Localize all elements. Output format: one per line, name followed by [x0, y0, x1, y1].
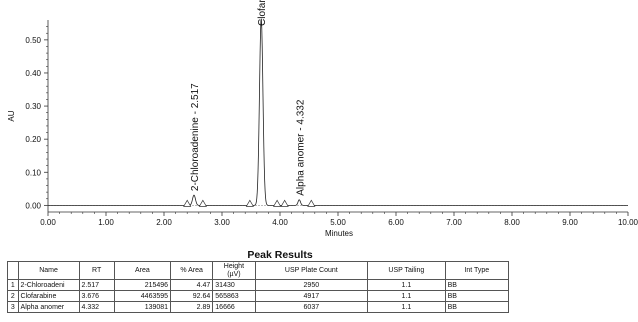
x-tick-label: 3.00	[214, 218, 230, 227]
y-tick-label: 0.50	[25, 36, 41, 45]
x-tick-label: 2.00	[156, 218, 172, 227]
y-tick-label: 0.30	[25, 102, 41, 111]
y-tick-label: 0.00	[25, 201, 41, 210]
row-rt: 2.517	[78, 279, 115, 291]
header-usp-plate-count: USP Plate Count	[254, 261, 369, 280]
peak-results-table: Name RT Area % Area Height (µV) USP Plat…	[7, 261, 510, 313]
row-int-type: BB	[444, 290, 510, 302]
header-int-type: Int Type	[444, 261, 510, 280]
integration-mark	[307, 199, 316, 207]
x-axis-ticks: 0.00 1.00 2.00 3.00 4.00 5.00 6.00 7.00 8.00 9.00…	[40, 212, 638, 227]
integration-mark	[183, 199, 192, 207]
row-usp-tailing: 1.1	[367, 290, 446, 302]
table-row: 2 Clofarabine 3.676 4463595 92.64 565863…	[7, 290, 510, 302]
row-area: 4463595	[113, 290, 172, 302]
peak-label: Alpha anomer - 4.332	[295, 99, 306, 196]
table-row: 1 2-Chloroadeni 2.517 215496 4.47 31430 …	[7, 279, 510, 291]
x-tick-label: 10.00	[618, 218, 638, 227]
row-usp-tailing: 1.1	[367, 301, 446, 313]
row-name: 2-Chloroadeni	[17, 279, 80, 291]
x-tick-label: 9.00	[562, 218, 578, 227]
row-int-type: BB	[444, 301, 510, 313]
row-int-type: BB	[444, 279, 510, 291]
x-tick-label: 8.00	[504, 218, 520, 227]
peak-label: Clofarabine - 3.676	[257, 0, 268, 26]
row-usp-plate-count: 2950	[254, 279, 369, 291]
peak-label: 2-Chloroadenine - 2.517	[190, 83, 201, 191]
row-index: 1	[7, 279, 19, 291]
table-row: 3 Alpha anomer 4.332 139081 2.89 16666 6…	[7, 301, 510, 313]
x-tick-label: 1.00	[98, 218, 114, 227]
integration-mark	[198, 199, 207, 207]
row-percent-area: 2.89	[170, 301, 214, 313]
header-usp-tailing: USP Tailing	[367, 261, 446, 280]
row-area: 215496	[113, 279, 172, 291]
row-percent-area: 92.64	[170, 290, 214, 302]
row-area: 139081	[113, 301, 172, 313]
integration-mark	[272, 199, 282, 207]
x-tick-label: 0.00	[40, 218, 56, 227]
row-usp-tailing: 1.1	[367, 279, 446, 291]
row-name: Alpha anomer	[17, 301, 80, 313]
header-area: Area	[113, 261, 172, 280]
y-axis-ticks: 0.00 0.10 0.20 0.30 0.40 0.50	[25, 26, 48, 210]
header-percent-area: % Area	[170, 261, 214, 280]
x-tick-label: 5.00	[330, 218, 346, 227]
y-tick-label: 0.10	[25, 168, 41, 177]
peak-results-title: Peak Results	[247, 249, 313, 261]
peak-labels: 2-Chloroadenine - 2.517 Clofarabine - 3.6…	[190, 0, 306, 196]
header-index	[7, 261, 19, 280]
x-tick-label: 4.00	[272, 218, 288, 227]
x-tick-label: 6.00	[388, 218, 404, 227]
row-usp-plate-count: 4917	[254, 290, 369, 302]
y-tick-label: 0.40	[25, 69, 41, 78]
table-header-row: Name RT Area % Area Height (µV) USP Plat…	[7, 261, 510, 280]
row-height: 16666	[212, 301, 256, 313]
integration-marks	[183, 199, 316, 207]
integration-mark	[280, 199, 289, 207]
x-tick-label: 7.00	[446, 218, 462, 227]
integration-mark	[245, 199, 254, 207]
row-index: 3	[7, 301, 19, 313]
row-percent-area: 4.47	[170, 279, 214, 291]
header-name: Name	[17, 261, 80, 280]
chromatogram-trace	[48, 18, 628, 206]
chromatogram-chart: 0.00 0.10 0.20 0.30 0.40 0.50 0.00 1.00 2.00 3.0…	[7, 0, 638, 238]
header-rt: RT	[78, 261, 115, 280]
x-axis-title: Minutes	[325, 229, 353, 238]
row-name: Clofarabine	[17, 290, 80, 302]
row-height: 565863	[212, 290, 256, 302]
header-height: Height (µV)	[212, 261, 256, 280]
row-usp-plate-count: 6037	[254, 301, 369, 313]
y-tick-label: 0.20	[25, 135, 41, 144]
y-axis-title: AU	[7, 110, 16, 121]
row-rt: 3.676	[78, 290, 115, 302]
row-rt: 4.332	[78, 301, 115, 313]
row-index: 2	[7, 290, 19, 302]
row-height: 31430	[212, 279, 256, 291]
